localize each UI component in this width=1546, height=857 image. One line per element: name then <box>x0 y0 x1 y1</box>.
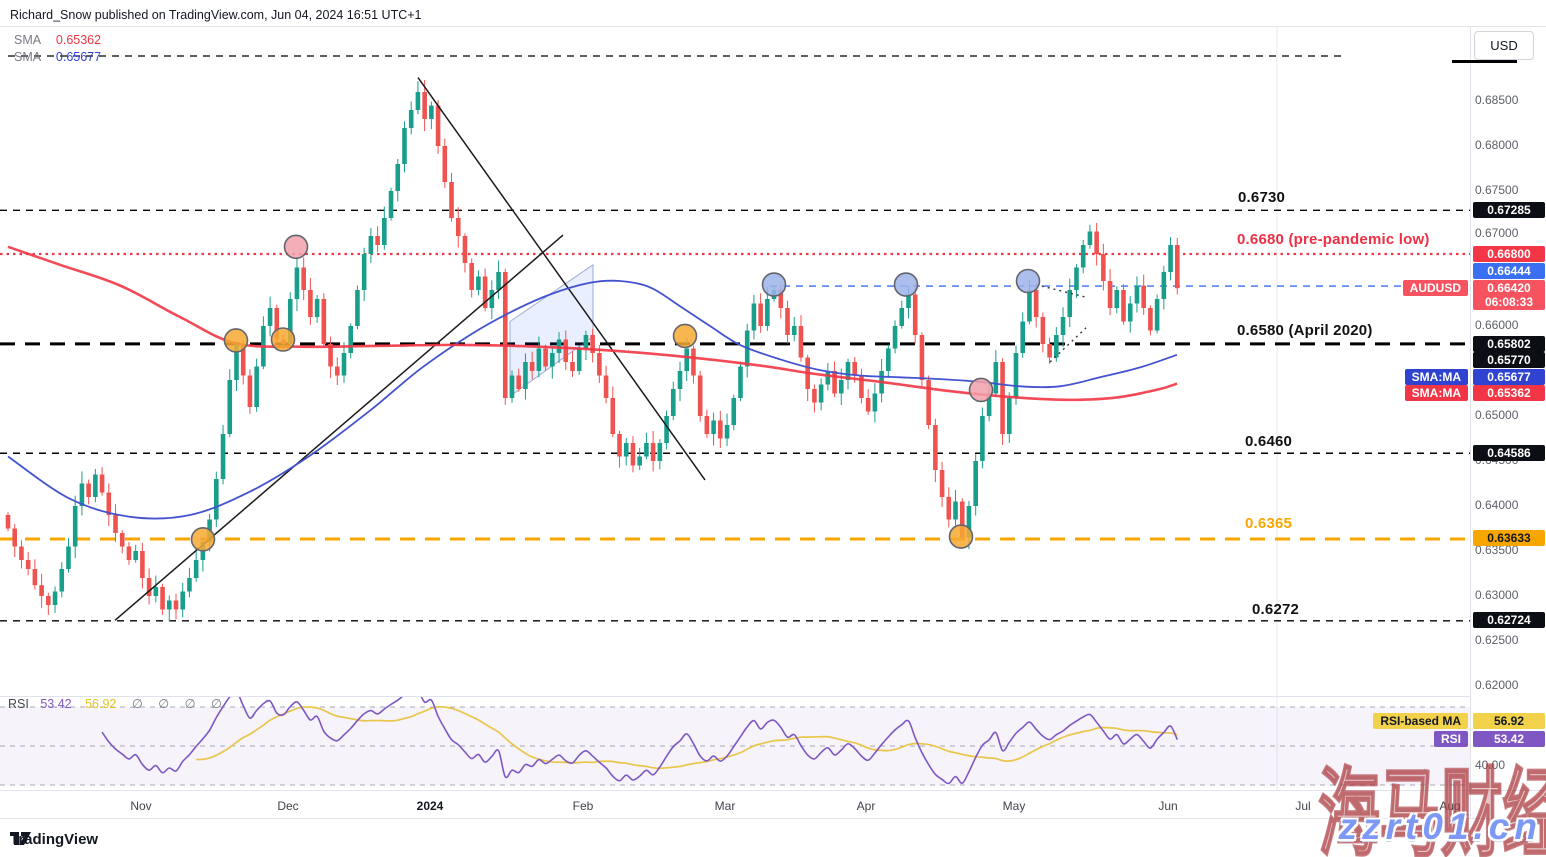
price-tick: 0.64000 <box>1475 498 1519 512</box>
price-axis-divider <box>1470 26 1471 818</box>
sma-slow-badge: 0.65362 <box>1473 385 1545 401</box>
sma-slow-legend-label: SMA <box>14 33 41 47</box>
price-tick: 0.68000 <box>1475 138 1519 152</box>
time-tick-dec: Dec <box>277 799 299 813</box>
published-byline: Richard_Snow published on TradingView.co… <box>10 8 422 22</box>
rsi-legend-value: 53.42 <box>40 697 72 711</box>
price-tick: 0.63000 <box>1475 588 1519 602</box>
level-badge-65802: 0.65802 <box>1473 336 1545 352</box>
tradingview-logo-icon <box>10 832 31 845</box>
time-tick-jun: Jun <box>1158 799 1178 813</box>
level-badge-62724: 0.62724 <box>1473 612 1545 628</box>
price-tick: 0.65000 <box>1475 408 1519 422</box>
time-tick-apr: Apr <box>856 799 876 813</box>
last-price-value: 0.66420 <box>1487 281 1531 295</box>
level-badge-67285: 0.67285 <box>1473 202 1545 218</box>
rsi-hidden-params: ∅ ∅ ∅ ∅ <box>131 697 228 711</box>
time-tick-aug: Aug <box>1439 799 1461 813</box>
rsi-legend[interactable]: RSI 53.42 56.92 ∅ ∅ ∅ ∅ <box>8 696 228 711</box>
top-level-axis-marker <box>1452 60 1517 63</box>
time-tick-feb: Feb <box>572 799 594 813</box>
sma-slow-legend[interactable]: SMA 0.65362 <box>14 33 101 47</box>
rsi-ma-legend-value: 56.92 <box>85 697 117 711</box>
bar-countdown: 06:08:33 <box>1484 295 1534 309</box>
time-tick-mar: Mar <box>714 799 736 813</box>
level-label-6460[interactable]: 0.6460 <box>1245 433 1293 450</box>
symbol-tag: AUDUSD <box>1402 280 1468 296</box>
sma-slow-legend-value: 0.65362 <box>55 33 102 47</box>
price-tick: 0.67500 <box>1475 183 1519 197</box>
tradingview-brand-text: TradingView <box>10 831 99 848</box>
level-label-6730[interactable]: 0.6730 <box>1238 189 1286 206</box>
level-badge-64586: 0.64586 <box>1473 445 1545 461</box>
time-axis-divider <box>0 790 1546 791</box>
header-divider <box>0 26 1546 27</box>
tradingview-logo-link[interactable]: TradingView <box>10 831 98 848</box>
level-label-6272[interactable]: 0.6272 <box>1252 601 1300 618</box>
chart-bottom-border <box>0 818 1546 819</box>
rsi-tag: RSI <box>1433 731 1468 747</box>
sma-fast-legend-label: SMA <box>14 50 41 64</box>
sma-slow-tag: SMA:MA <box>1404 385 1468 401</box>
last-price-badge: 0.66420 06:08:33 <box>1473 280 1545 310</box>
sma-fast-badge: 0.65677 <box>1473 369 1545 385</box>
level-badge-63633: 0.63633 <box>1473 530 1545 546</box>
rsi-value-badge: 53.42 <box>1473 731 1545 747</box>
currency-unit-button[interactable]: USD <box>1474 31 1534 60</box>
price-tick: 0.68500 <box>1475 93 1519 107</box>
time-tick-may: May <box>1002 799 1026 813</box>
rsi-ma-value-badge: 56.92 <box>1473 713 1545 729</box>
time-tick-jul: Jul <box>1295 799 1311 813</box>
watermark-site: zzrt01.cn <box>1338 806 1542 847</box>
sma-fast-legend[interactable]: SMA 0.65677 <box>14 50 101 64</box>
price-tick: 0.67000 <box>1475 226 1519 240</box>
alert-badge-66444: 0.66444 <box>1473 263 1545 279</box>
watermark-chinese: 海马财经 <box>1317 760 1546 857</box>
pane-divider <box>0 696 1470 697</box>
level-label-6580[interactable]: 0.6580 (April 2020) <box>1237 322 1373 339</box>
price-tick: 0.66000 <box>1475 318 1519 332</box>
price-tick: 0.62500 <box>1475 633 1519 647</box>
sma-fast-legend-value: 0.65677 <box>55 50 102 64</box>
level-label-6680[interactable]: 0.6680 (pre-pandemic low) <box>1237 231 1430 248</box>
sma-fast-tag: SMA:MA <box>1404 369 1468 385</box>
price-tick: 0.63500 <box>1475 543 1519 557</box>
price-tick: 0.62000 <box>1475 678 1519 692</box>
rsi-legend-label: RSI <box>8 697 29 711</box>
level-badge-66800: 0.66800 <box>1473 246 1545 262</box>
rsi-axis-tick: 40.00 <box>1475 758 1506 772</box>
rsi-ma-tag: RSI-based MA <box>1373 713 1468 729</box>
time-tick-nov: Nov <box>130 799 152 813</box>
level-label-6365[interactable]: 0.6365 <box>1245 515 1293 532</box>
time-tick-2024: 2024 <box>416 799 444 813</box>
level-badge-65770: 0.65770 <box>1473 352 1545 368</box>
